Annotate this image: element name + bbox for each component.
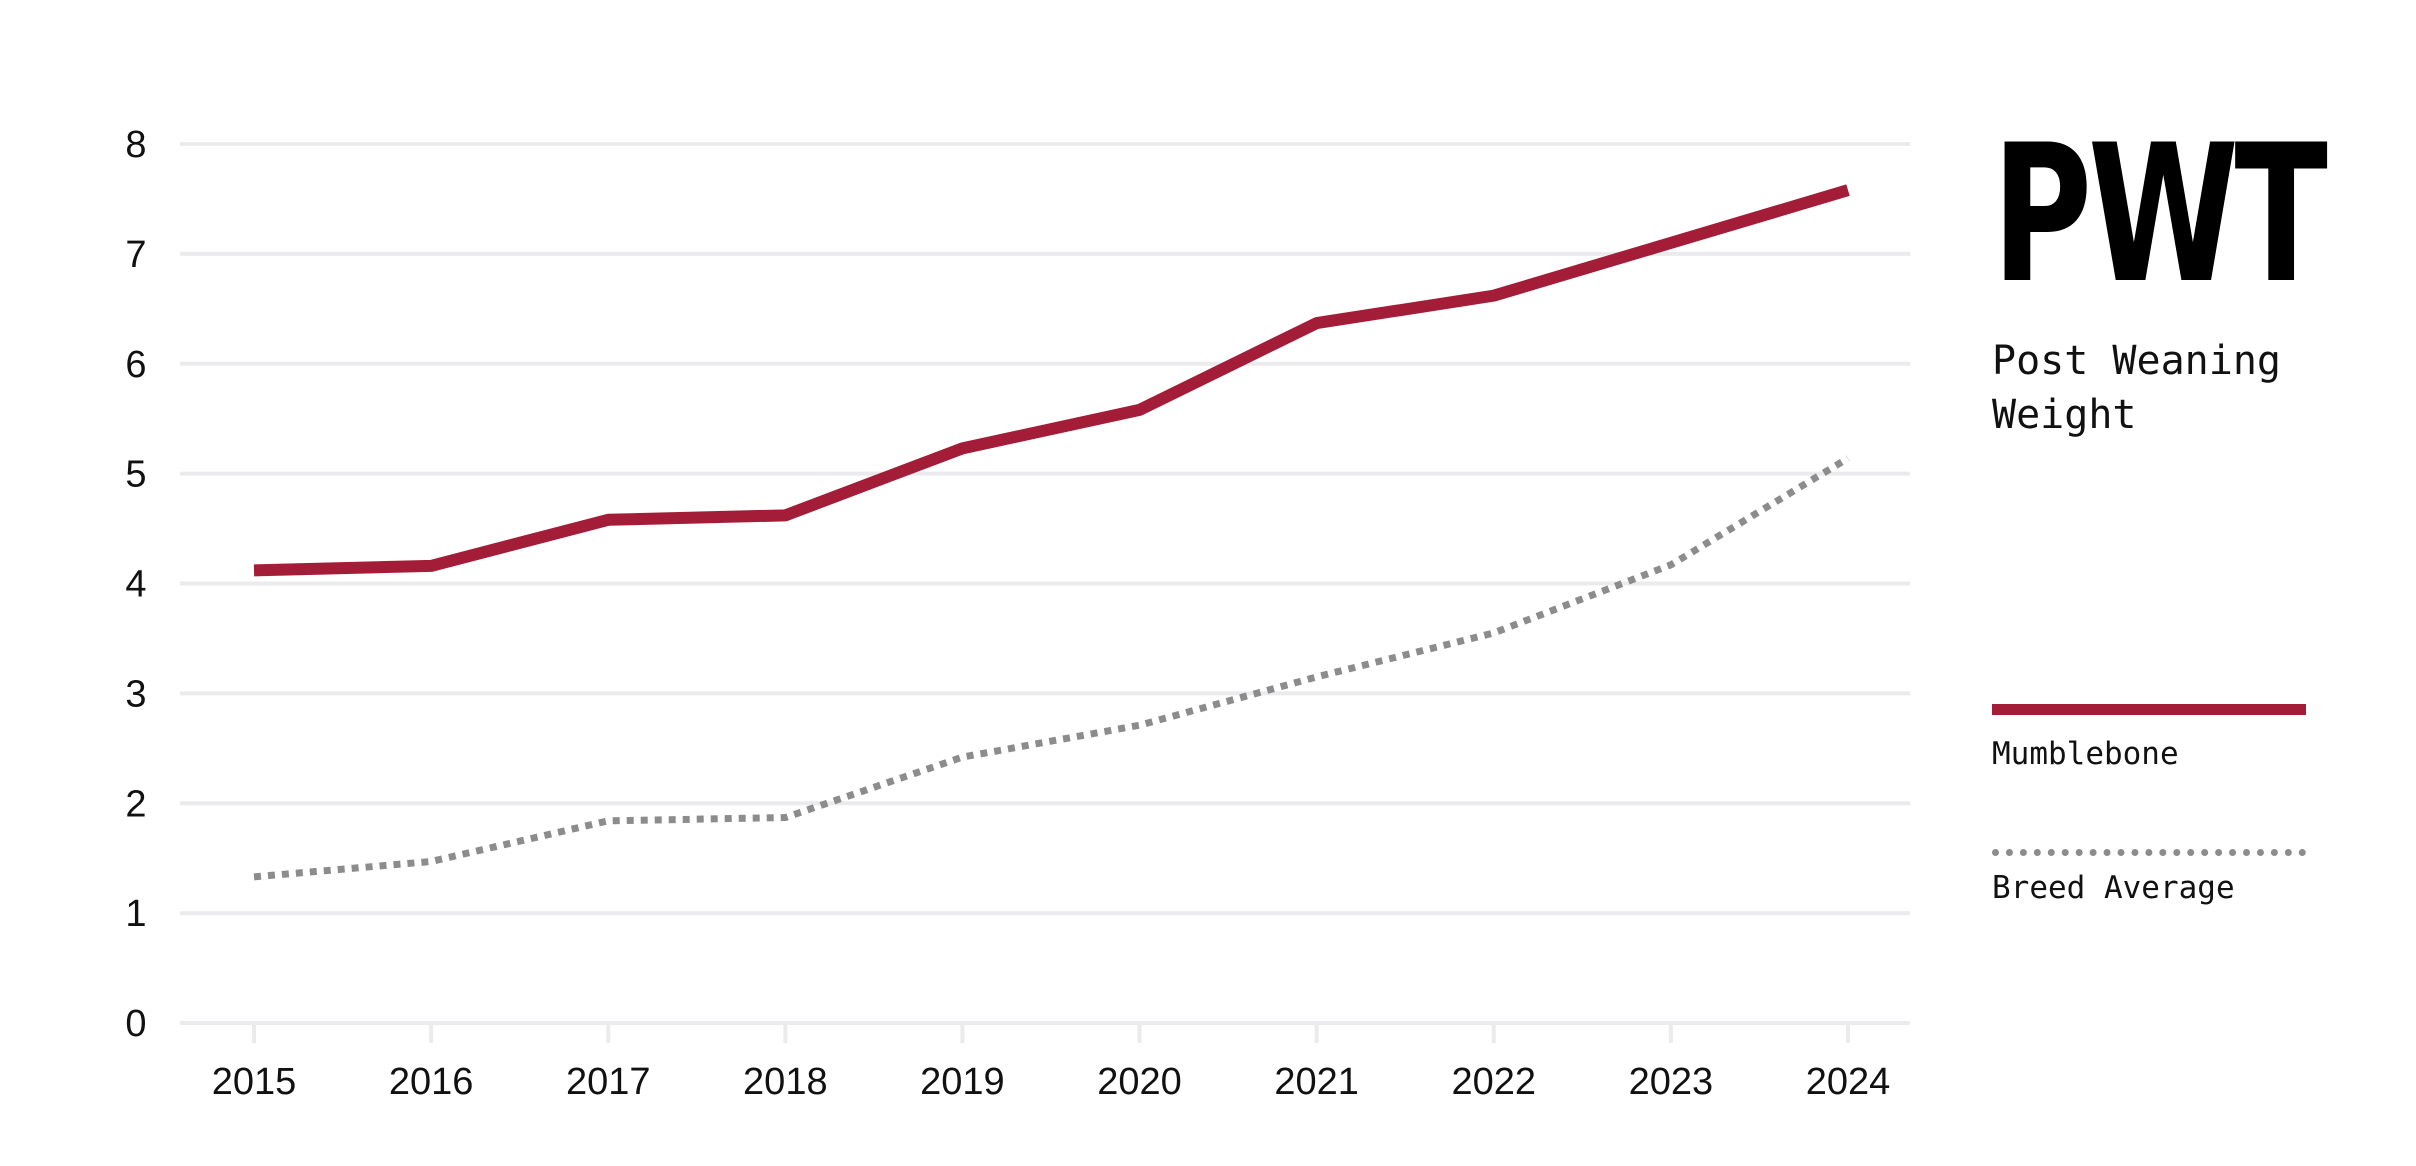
legend-label-breed-average: Breed Average	[1992, 870, 2235, 906]
legend-label-mumblebone: Mumblebone	[1992, 736, 2179, 772]
series-line-mumblebone	[253, 184, 1850, 577]
x-tick-label-2020: 2020	[1097, 1061, 1182, 1103]
y-axis-tick-labels: 0 1 2 3 4 5 6 7 8	[125, 124, 146, 1045]
gridlines	[180, 142, 1910, 1025]
x-tick-label-2015: 2015	[212, 1061, 297, 1103]
x-tick-label-2024: 2024	[1806, 1061, 1891, 1103]
chart-title: PWT	[1992, 104, 2328, 325]
x-tick-label-2023: 2023	[1629, 1061, 1714, 1103]
legend-swatch-breed-average	[1992, 849, 2306, 856]
x-tick-label-2018: 2018	[743, 1061, 828, 1103]
x-axis-tick-labels: 2015 2016 2017 2018 2019 2020 2021 2022 2023 2024	[212, 1061, 1891, 1103]
y-tick-label-4: 4	[125, 564, 146, 606]
y-tick-label-7: 7	[125, 234, 146, 276]
y-tick-label-8: 8	[125, 124, 146, 166]
x-tick-label-2016: 2016	[389, 1061, 474, 1103]
y-tick-label-6: 6	[125, 344, 146, 386]
chart-subtitle: Post Weaning Weight	[1992, 338, 2281, 438]
x-tick-label-2019: 2019	[920, 1061, 1005, 1103]
y-tick-label-3: 3	[125, 673, 146, 715]
x-tick-label-2022: 2022	[1452, 1061, 1537, 1103]
y-tick-label-0: 0	[125, 1003, 146, 1045]
x-tick-label-2021: 2021	[1274, 1061, 1359, 1103]
series-lines	[253, 184, 1850, 881]
x-tick-label-2017: 2017	[566, 1061, 651, 1103]
y-tick-label-5: 5	[125, 454, 146, 496]
y-tick-label-2: 2	[125, 783, 146, 825]
legend-swatch-mumblebone	[1992, 704, 2306, 715]
series-line-breed-average	[253, 455, 1850, 881]
y-tick-label-1: 1	[125, 893, 146, 935]
x-axis-ticks	[252, 1023, 1850, 1043]
